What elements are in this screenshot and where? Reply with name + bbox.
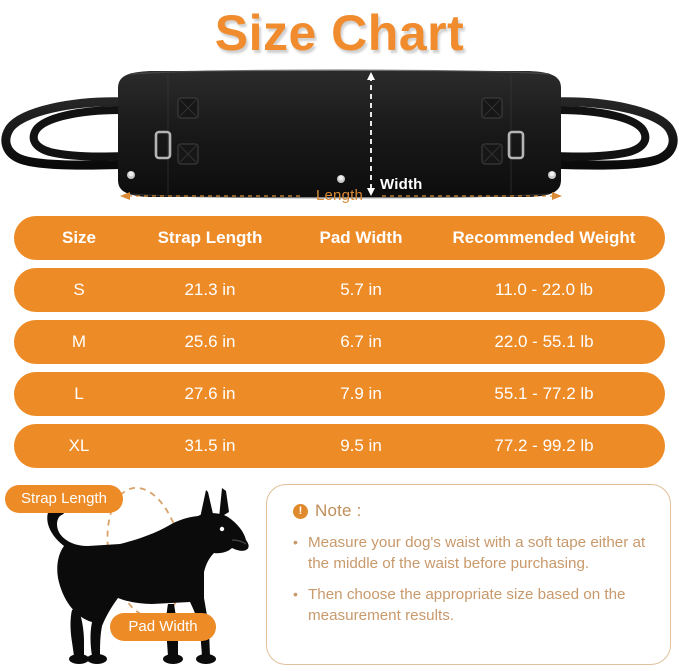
cell-strap-length: 27.6 in bbox=[184, 384, 236, 403]
table-row: L 27.6 in 7.9 in 55.1 - 77.2 lb bbox=[14, 372, 665, 416]
cell-pad-width: 9.5 in bbox=[340, 436, 382, 455]
length-dimension-label: Length bbox=[315, 187, 364, 204]
cell-weight: 22.0 - 55.1 lb bbox=[494, 332, 594, 351]
cell-size: S bbox=[73, 280, 85, 299]
cell-size: XL bbox=[68, 436, 90, 455]
cell-size: L bbox=[74, 384, 84, 403]
note-title: Note : bbox=[315, 501, 362, 520]
cell-pad-width: 5.7 in bbox=[340, 280, 382, 299]
tag-strap-length: Strap Length bbox=[5, 485, 123, 513]
page-title: Size Chart bbox=[214, 5, 465, 61]
dog-measurement-diagram: Strap Length Pad Width bbox=[0, 478, 262, 671]
table-row: S 21.3 in 5.7 in 11.0 - 22.0 lb bbox=[14, 268, 665, 312]
table-header-row: Size Strap Length Pad Width Recommended … bbox=[14, 216, 665, 260]
exclamation-circle-icon: ! bbox=[293, 503, 308, 519]
product-illustration: Width bbox=[0, 62, 679, 207]
width-dimension-label: Width bbox=[380, 176, 423, 193]
note-item: Measure your dog's waist with a soft tap… bbox=[293, 532, 652, 574]
note-box: ! Note : Measure your dog's waist with a… bbox=[266, 484, 671, 665]
cell-weight: 77.2 - 99.2 lb bbox=[494, 436, 594, 455]
cell-strap-length: 31.5 in bbox=[184, 436, 236, 455]
cell-size: M bbox=[71, 332, 87, 351]
cell-strap-length: 21.3 in bbox=[184, 280, 236, 299]
tag-pad-width: Pad Width bbox=[110, 613, 216, 641]
cell-strap-length: 25.6 in bbox=[184, 332, 236, 351]
header-size: Size bbox=[61, 228, 97, 247]
header-pad-width: Pad Width bbox=[319, 228, 403, 247]
note-item: Then choose the appropriate size based o… bbox=[293, 584, 652, 626]
size-table: Size Strap Length Pad Width Recommended … bbox=[14, 216, 665, 476]
cell-weight: 11.0 - 22.0 lb bbox=[495, 280, 593, 299]
length-dimension-arrow bbox=[120, 192, 562, 200]
table-row: M 25.6 in 6.7 in 22.0 - 55.1 lb bbox=[14, 320, 665, 364]
header-strap-length: Strap Length bbox=[157, 228, 263, 247]
cell-pad-width: 7.9 in bbox=[340, 384, 382, 403]
cell-pad-width: 6.7 in bbox=[340, 332, 382, 351]
cell-weight: 55.1 - 77.2 lb bbox=[494, 384, 594, 403]
harness-image bbox=[1, 69, 678, 199]
note-header: ! Note : bbox=[293, 501, 652, 521]
header-recommended-weight: Recommended Weight bbox=[452, 228, 636, 247]
table-row: XL 31.5 in 9.5 in 77.2 - 99.2 lb bbox=[14, 424, 665, 468]
